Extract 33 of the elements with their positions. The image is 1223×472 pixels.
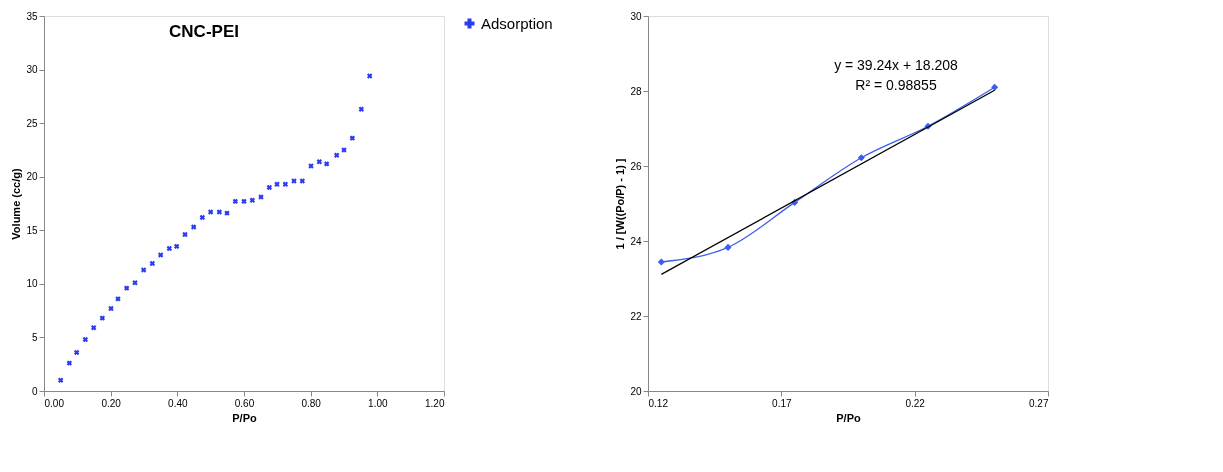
y-tick-label: 35 bbox=[26, 10, 38, 22]
y-tick-label: 20 bbox=[26, 171, 38, 183]
x-tick-label: 1.20 bbox=[425, 397, 445, 409]
x-tick-label: 0.40 bbox=[168, 397, 188, 409]
x-tick-label: 0.12 bbox=[648, 397, 669, 409]
x-tick-label: 0.22 bbox=[905, 397, 926, 409]
x-tick-label: 0.27 bbox=[1029, 397, 1049, 409]
x-axis-title: P/Po bbox=[836, 411, 861, 424]
y-tick-label: 30 bbox=[26, 64, 38, 76]
legend-label: Adsorption bbox=[481, 14, 553, 32]
x-axis-title: P/Po bbox=[232, 411, 257, 424]
y-tick-label: 15 bbox=[26, 224, 38, 236]
x-tick-label: 0.20 bbox=[101, 397, 122, 409]
y-axis-title: Volume (cc/g) bbox=[10, 168, 23, 240]
annotation: R² = 0.98855 bbox=[855, 77, 937, 93]
annotation: y = 39.24x + 18.208 bbox=[834, 57, 959, 73]
y-tick-label: 24 bbox=[630, 235, 642, 247]
y-tick-label: 25 bbox=[26, 117, 38, 129]
x-tick-label: 0.80 bbox=[301, 397, 322, 409]
y-tick-label: 30 bbox=[630, 10, 642, 22]
x-tick-label: 0.00 bbox=[44, 397, 65, 409]
y-tick-label: 10 bbox=[26, 278, 38, 290]
chart-title: CNC-PEI bbox=[169, 22, 239, 41]
x-tick-label: 0.17 bbox=[772, 397, 792, 409]
y-axis-title: 1 / [W((Po/P) - 1) ] bbox=[614, 158, 627, 250]
y-tick-label: 20 bbox=[630, 385, 642, 397]
y-tick-label: 26 bbox=[630, 160, 642, 172]
y-tick-label: 5 bbox=[31, 331, 38, 343]
y-tick-label: 28 bbox=[630, 85, 642, 97]
x-tick-label: 0.60 bbox=[234, 397, 255, 409]
y-tick-label: 0 bbox=[31, 385, 38, 397]
x-tick-label: 1.00 bbox=[368, 397, 388, 409]
y-tick-label: 22 bbox=[630, 310, 642, 322]
